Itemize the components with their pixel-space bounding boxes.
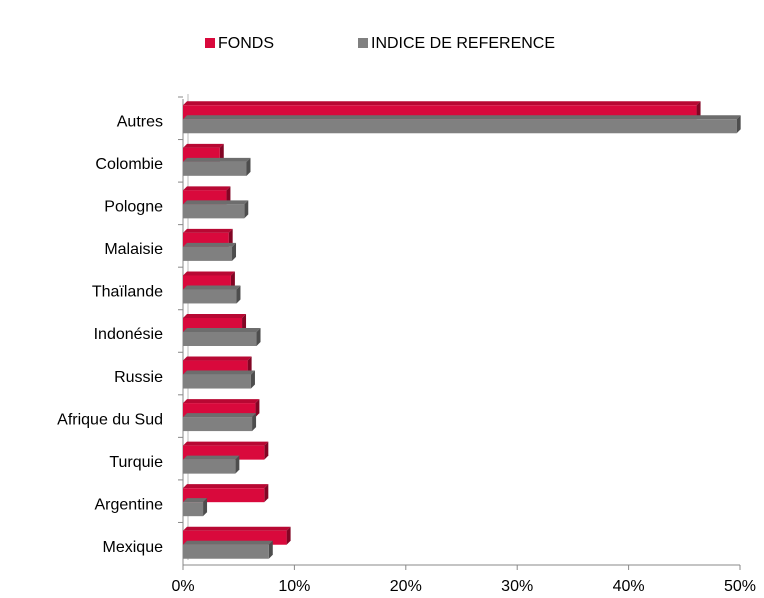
y-tick-label: Thaïlande bbox=[92, 284, 163, 301]
x-tick-label: 50% bbox=[724, 578, 756, 595]
bar-top bbox=[183, 328, 261, 332]
bar-top bbox=[183, 526, 291, 531]
bar bbox=[183, 540, 273, 559]
bar-side bbox=[230, 271, 235, 290]
bar-top bbox=[183, 101, 701, 106]
bar-side bbox=[236, 285, 241, 304]
x-tick-label: 40% bbox=[613, 578, 645, 595]
bar-top bbox=[183, 200, 249, 205]
bar-top bbox=[183, 228, 233, 233]
legend-swatch bbox=[358, 38, 368, 48]
bar-side bbox=[252, 413, 257, 432]
bar bbox=[183, 328, 261, 346]
bar-top bbox=[183, 271, 235, 276]
bar-top bbox=[183, 441, 269, 446]
bar-top bbox=[183, 484, 269, 489]
bar-top bbox=[183, 242, 237, 247]
y-tick-label: Mexique bbox=[103, 539, 164, 556]
x-tick-label: 30% bbox=[501, 578, 533, 595]
legend-swatch bbox=[205, 38, 215, 48]
bar-side bbox=[246, 157, 251, 176]
bar-side bbox=[264, 441, 269, 460]
bar-front bbox=[183, 204, 245, 219]
y-tick-label: Pologne bbox=[104, 199, 163, 216]
legend-label: INDICE DE REFERENCE bbox=[371, 35, 555, 52]
bar-top bbox=[183, 285, 241, 290]
bar bbox=[183, 370, 255, 389]
bar-front bbox=[183, 332, 257, 346]
bar-side bbox=[203, 498, 208, 517]
bar-front bbox=[183, 119, 737, 134]
bar-top bbox=[183, 115, 741, 120]
bar-top bbox=[183, 356, 252, 361]
bar-front bbox=[183, 502, 204, 517]
y-tick-label: Autres bbox=[117, 113, 163, 130]
x-tick-label: 20% bbox=[390, 578, 422, 595]
bar-side bbox=[244, 200, 249, 219]
bar-top bbox=[183, 540, 273, 545]
bar bbox=[183, 200, 249, 219]
bar-side bbox=[247, 356, 252, 375]
y-tick-label: Argentine bbox=[95, 496, 164, 513]
x-tick-label: 0% bbox=[171, 578, 194, 595]
bar-side bbox=[226, 186, 231, 205]
bar bbox=[183, 498, 208, 517]
y-tick-label: Indonésie bbox=[94, 326, 163, 343]
bar-front bbox=[183, 417, 253, 432]
bar-side bbox=[219, 143, 224, 162]
bar-side bbox=[235, 455, 240, 474]
bar-side bbox=[264, 484, 269, 503]
bar-front bbox=[183, 544, 269, 559]
bar-top bbox=[183, 370, 255, 375]
bar-top bbox=[183, 186, 231, 191]
bar bbox=[183, 157, 251, 176]
bar-top bbox=[183, 413, 257, 418]
bar-front bbox=[183, 246, 233, 261]
bar-side bbox=[268, 540, 273, 559]
bar-side bbox=[255, 399, 260, 418]
bar-top bbox=[183, 143, 224, 148]
bar-side bbox=[286, 526, 291, 545]
bar-top bbox=[183, 498, 208, 503]
bar-side bbox=[242, 314, 247, 332]
bar-top bbox=[183, 399, 260, 404]
y-tick-label: Afrique du Sud bbox=[57, 411, 163, 428]
bar-front bbox=[183, 161, 247, 176]
bar-front bbox=[183, 289, 237, 304]
y-tick-label: Turquie bbox=[109, 454, 163, 471]
bar-side bbox=[256, 328, 261, 346]
legend-label: FONDS bbox=[218, 35, 274, 52]
x-tick-label: 10% bbox=[278, 578, 310, 595]
bar-front bbox=[183, 459, 236, 474]
bar-side bbox=[250, 370, 255, 389]
bar bbox=[183, 455, 240, 474]
bar-top bbox=[183, 157, 251, 162]
y-tick-label: Russie bbox=[114, 369, 163, 386]
bar-side bbox=[228, 228, 233, 247]
y-tick-label: Colombie bbox=[95, 156, 163, 173]
y-tick-label: Malaisie bbox=[104, 241, 163, 258]
bar-side bbox=[696, 101, 701, 120]
bar-top bbox=[183, 314, 247, 318]
bar-side bbox=[736, 115, 741, 134]
bar-front bbox=[183, 374, 251, 389]
bar-top bbox=[183, 455, 240, 460]
bar bbox=[183, 242, 237, 261]
bar bbox=[183, 285, 241, 304]
bar-side bbox=[232, 242, 237, 261]
bar bbox=[183, 413, 257, 432]
bar bbox=[183, 115, 741, 134]
